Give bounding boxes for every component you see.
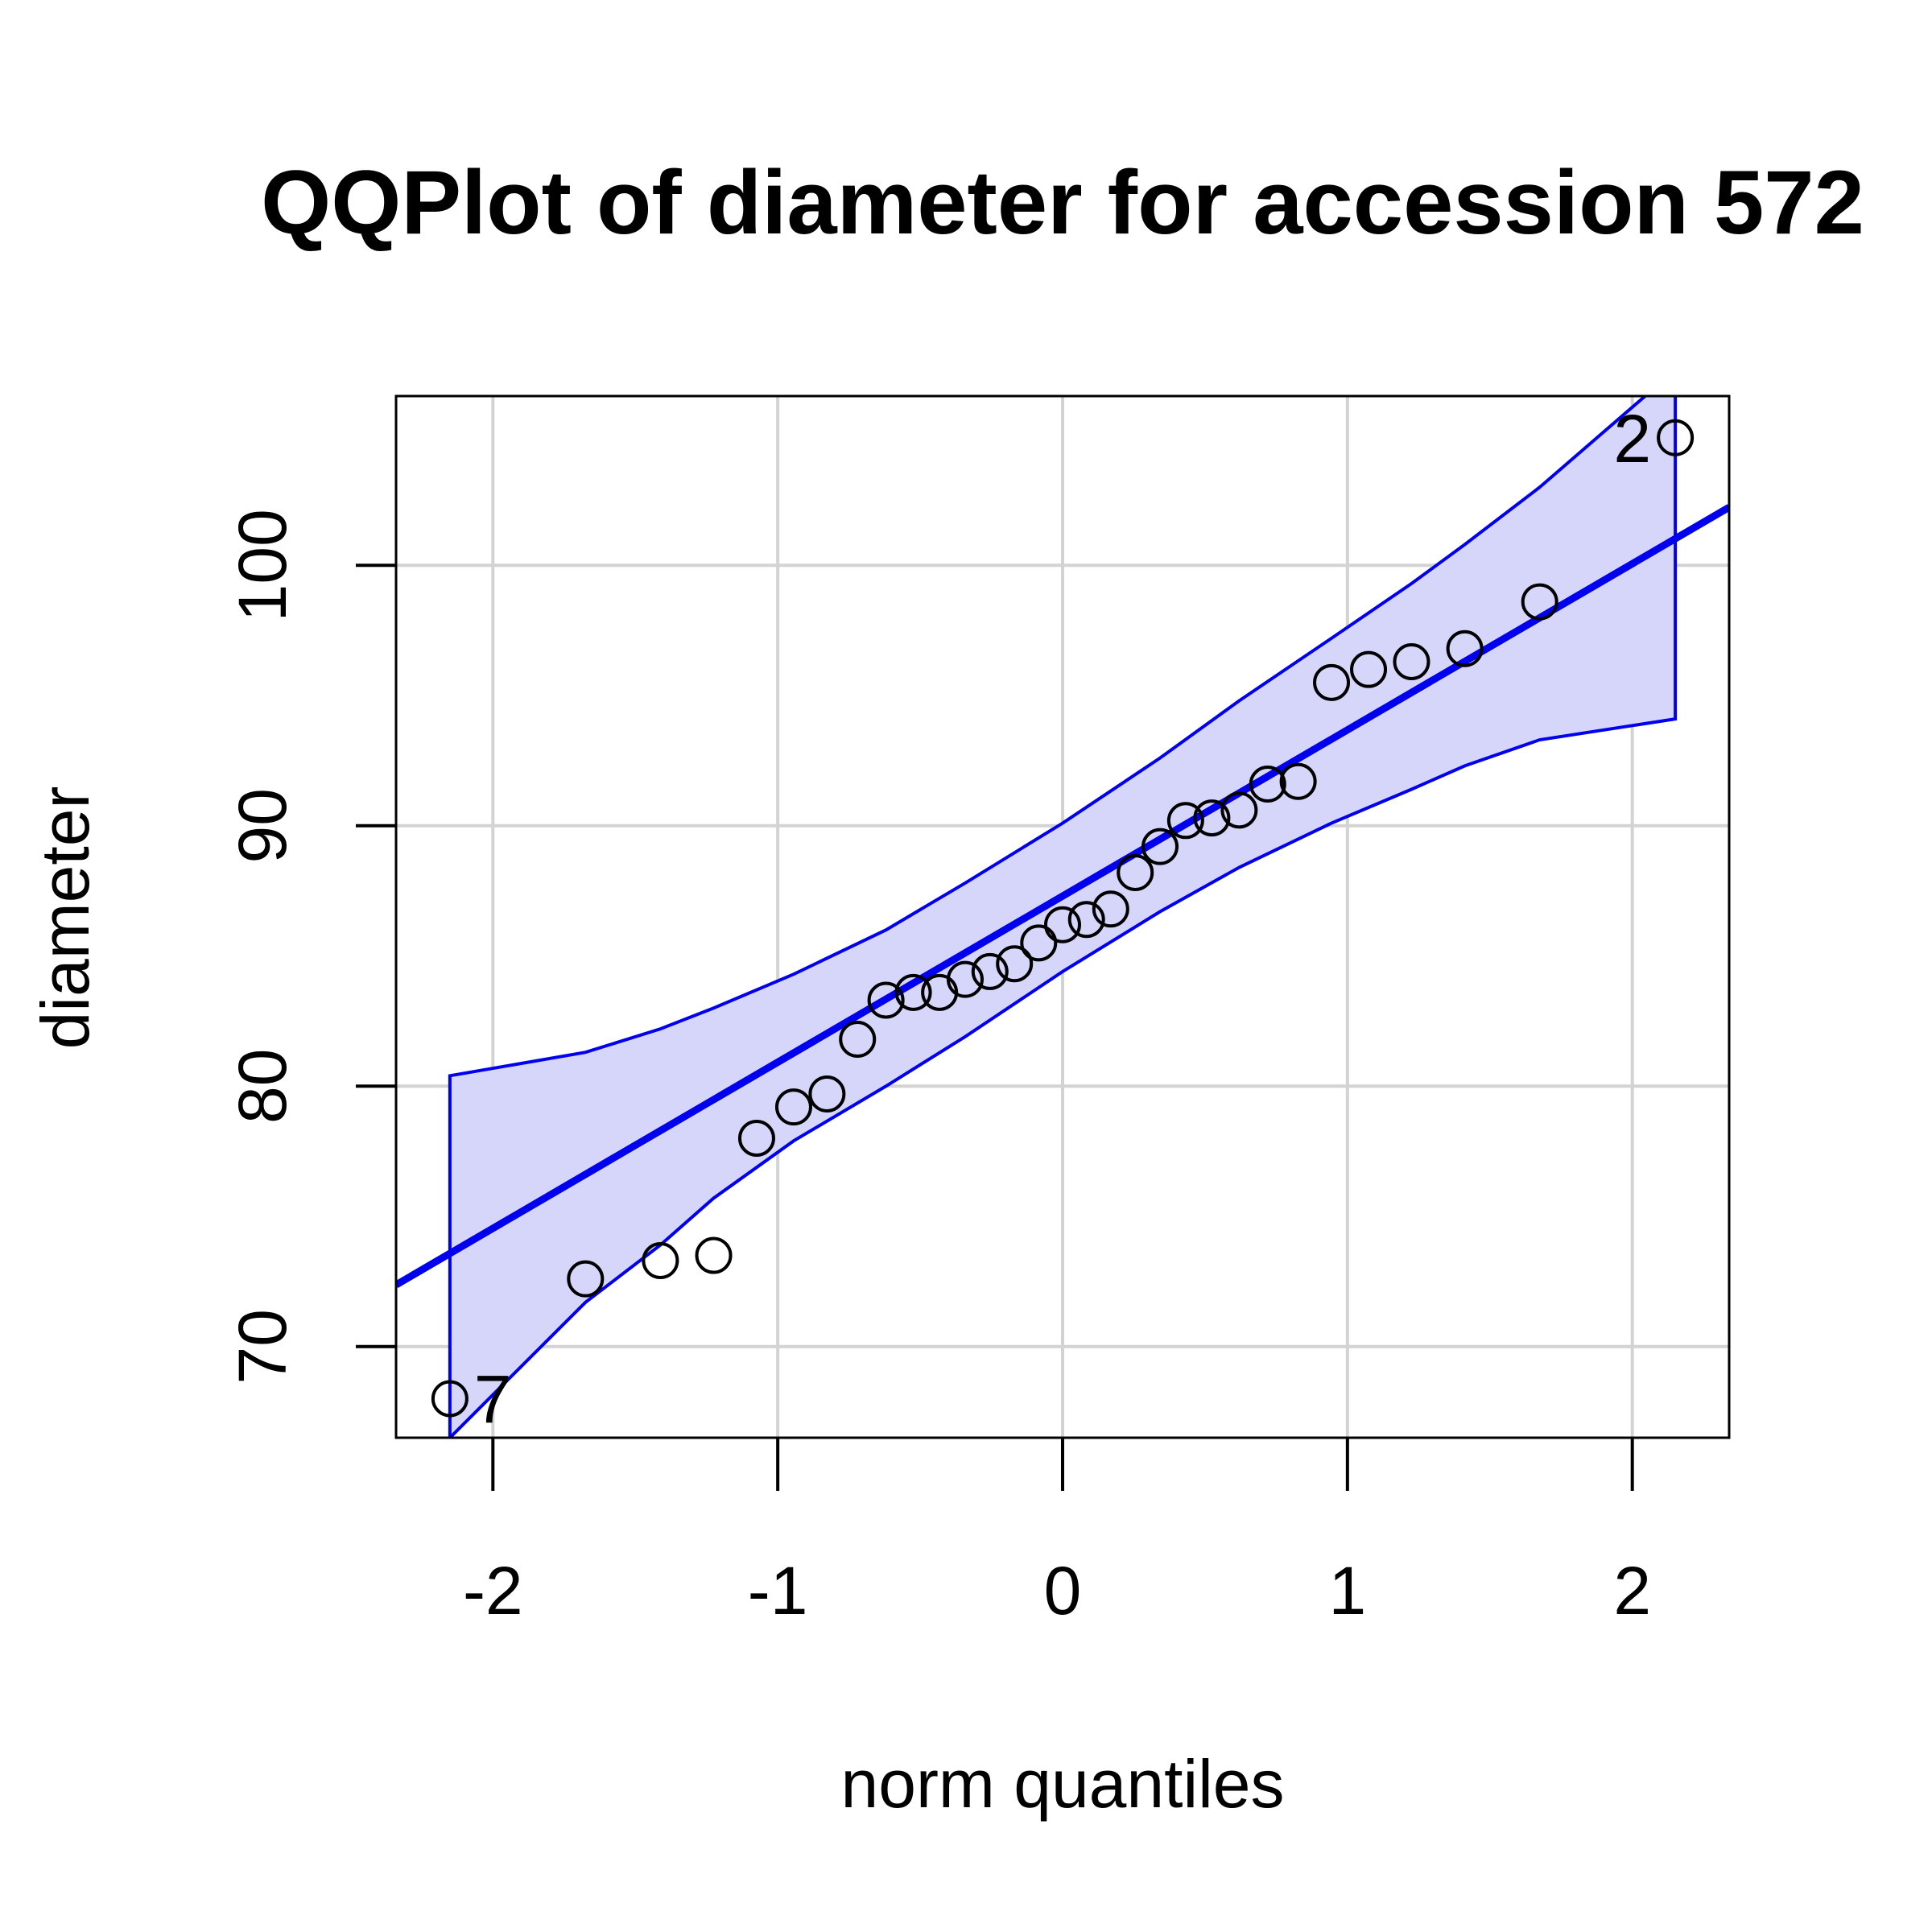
data-point bbox=[1092, 890, 1129, 928]
data-point bbox=[1020, 924, 1058, 962]
data-point bbox=[1141, 828, 1179, 865]
data-point bbox=[1350, 650, 1388, 688]
point-label: 2 bbox=[1613, 401, 1651, 477]
y-tick-label: 100 bbox=[225, 509, 300, 621]
x-tick-label: -1 bbox=[748, 1553, 808, 1629]
reference-line bbox=[396, 504, 1729, 1288]
data-point bbox=[642, 1242, 679, 1280]
y-tick-label: 70 bbox=[225, 1309, 300, 1384]
data-point bbox=[1657, 419, 1695, 456]
data-point bbox=[737, 1119, 775, 1157]
x-tick-label: -2 bbox=[463, 1553, 523, 1629]
data-point bbox=[431, 1380, 469, 1418]
x-tick-label: 1 bbox=[1328, 1553, 1366, 1629]
data-point bbox=[971, 952, 1009, 990]
confidence-band bbox=[448, 396, 1678, 1438]
point-labels: 72 bbox=[474, 401, 1651, 1438]
data-point bbox=[996, 945, 1034, 983]
x-tick-label: 2 bbox=[1613, 1553, 1651, 1629]
y-tick-label: 90 bbox=[225, 788, 300, 863]
y-tick-label: 80 bbox=[225, 1049, 300, 1124]
data-point bbox=[695, 1236, 733, 1274]
x-tick-label: 0 bbox=[1044, 1553, 1082, 1629]
data-point bbox=[894, 973, 932, 1011]
data-point bbox=[567, 1260, 605, 1298]
data-point bbox=[867, 981, 905, 1019]
data-point bbox=[839, 1021, 877, 1059]
data-point bbox=[946, 960, 984, 998]
data-point bbox=[1220, 791, 1258, 829]
data-point bbox=[1117, 854, 1154, 892]
x-axis: -2 -1 0 1 2 bbox=[463, 1438, 1651, 1629]
data-point bbox=[1521, 583, 1558, 621]
data-point bbox=[808, 1075, 846, 1113]
data-point bbox=[774, 1088, 812, 1126]
data-point bbox=[1193, 799, 1231, 837]
data-point bbox=[1249, 766, 1286, 803]
data-point bbox=[1279, 762, 1317, 800]
y-axis: 70 80 90 100 bbox=[225, 509, 396, 1384]
data-point bbox=[1313, 663, 1351, 701]
data-point bbox=[1393, 642, 1430, 680]
y-axis-label: diameter bbox=[27, 786, 103, 1050]
data-point bbox=[1044, 906, 1081, 943]
x-axis-label: norm quantiles bbox=[841, 1746, 1285, 1822]
data-point bbox=[1067, 901, 1105, 939]
data-points bbox=[431, 419, 1695, 1418]
data-point bbox=[1166, 802, 1204, 840]
data-point bbox=[1446, 630, 1484, 667]
point-label: 7 bbox=[474, 1361, 512, 1437]
chart-title: QQPlot of diameter for accession 572 bbox=[261, 152, 1864, 253]
